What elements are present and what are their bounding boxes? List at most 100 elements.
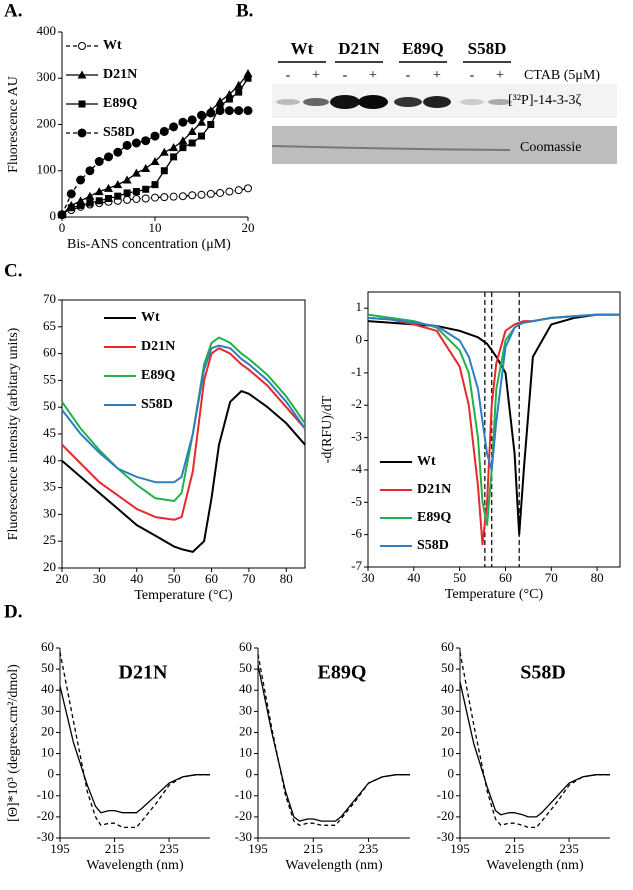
- marker: [122, 175, 132, 184]
- marker: [57, 210, 67, 220]
- marker: [224, 106, 234, 116]
- y-tick-label: 300: [37, 69, 57, 84]
- y-tick-label: 60: [41, 639, 54, 654]
- y-tick-label: 40: [239, 681, 252, 696]
- chart: -7 -6 -5 -4 -3 -2 -1 0 1 30 40 50 60 70 80 Temperature …: [320, 291, 621, 602]
- y-tick-label: 65: [43, 318, 56, 333]
- y-tick-label: -30: [437, 829, 454, 844]
- y-tick-label: -30: [235, 829, 252, 844]
- marker: [244, 74, 252, 82]
- marker: [150, 157, 160, 165]
- y-tick-label: 200: [37, 115, 57, 130]
- y-tick-label: 0: [50, 208, 57, 223]
- marker: [198, 132, 205, 140]
- y-tick-label: 70: [43, 291, 56, 306]
- marker: [77, 201, 85, 209]
- marker: [141, 194, 150, 203]
- lane-label: -: [286, 68, 291, 83]
- x-tick-label: 195: [248, 841, 268, 856]
- y-tick-label: 10: [239, 745, 252, 760]
- marker: [235, 88, 243, 96]
- x-tick-label: 20: [242, 220, 255, 235]
- x-tick-label: 50: [453, 570, 466, 585]
- legend-label: E89Q: [103, 96, 137, 111]
- x-tick-label: 235: [559, 841, 579, 856]
- lane-label: +: [433, 68, 441, 83]
- series-line: [61, 390, 306, 553]
- gel-group-label: Wt: [291, 39, 314, 58]
- band: [488, 99, 512, 105]
- legend-label: D21N: [103, 67, 137, 82]
- marker: [159, 126, 169, 136]
- y-tick-label: -20: [235, 808, 252, 823]
- y-tick-label: 45: [43, 425, 56, 440]
- marker: [216, 188, 225, 197]
- y-tick-label: 30: [41, 702, 54, 717]
- marker: [114, 192, 122, 200]
- lane-label: +: [369, 68, 377, 83]
- y-axis-label: -d(RFU)/dT: [320, 395, 335, 463]
- marker: [234, 186, 243, 195]
- marker: [77, 70, 87, 79]
- band: [358, 95, 388, 109]
- marker: [160, 167, 168, 175]
- marker: [85, 166, 95, 176]
- y-tick-label: 0: [246, 766, 253, 781]
- marker: [122, 140, 132, 150]
- chart-title: D21N: [119, 662, 168, 684]
- x-tick-label: 195: [450, 841, 470, 856]
- series-line: [59, 652, 210, 829]
- marker: [169, 192, 178, 201]
- marker: [225, 187, 234, 196]
- marker: [85, 191, 95, 200]
- y-axis-label: Fluorescence AU: [6, 76, 21, 173]
- y-tick-label: 50: [441, 660, 454, 675]
- y-tick-label: 30: [43, 505, 56, 520]
- gel-group-label: D21N: [338, 39, 380, 58]
- marker: [234, 80, 244, 89]
- marker: [170, 153, 178, 161]
- x-tick-label: 80: [591, 570, 604, 585]
- panel-label: C.: [4, 260, 22, 281]
- marker: [104, 183, 113, 192]
- marker: [131, 138, 141, 148]
- y-axis-label: [Θ]*10³ (degrees.cm²/dmol): [6, 664, 21, 822]
- y-tick-label: 1: [356, 299, 363, 314]
- series-line: [459, 652, 610, 829]
- x-axis-label: Bis-ANS concentration (μM): [67, 237, 231, 252]
- marker: [178, 117, 188, 127]
- lane-label: -: [470, 68, 475, 83]
- series-line: [459, 681, 610, 818]
- y-tick-label: 20: [239, 723, 252, 738]
- marker: [178, 192, 187, 201]
- panel-label: D.: [4, 601, 22, 622]
- marker: [131, 168, 141, 177]
- x-tick-label: 40: [130, 571, 143, 586]
- series-line: [59, 685, 210, 814]
- y-tick-label: 60: [43, 345, 56, 360]
- marker: [244, 184, 252, 193]
- legend-label: S58D: [417, 538, 449, 553]
- x-tick-label: 70: [545, 570, 558, 585]
- series-line: [257, 654, 410, 826]
- x-tick-label: 30: [93, 571, 106, 586]
- x-axis-label: Temperature (°C): [445, 587, 544, 602]
- legend-label: E89Q: [417, 510, 451, 525]
- y-tick-label: 60: [441, 639, 454, 654]
- band: [276, 99, 300, 105]
- chart: -30 -20 -10 0 10 20 30 40 50 60 195 215 235 E89Q Wavel…: [235, 639, 410, 873]
- series-line: [367, 313, 620, 536]
- y-tick-label: -7: [351, 558, 362, 573]
- panel-label: B.: [236, 0, 253, 21]
- x-axis-label: Wavelength (nm): [86, 858, 184, 873]
- y-tick-label: -2: [351, 396, 362, 411]
- x-tick-label: 195: [50, 841, 70, 856]
- y-tick-label: -10: [437, 787, 454, 802]
- gel-group-label: S58D: [468, 39, 507, 58]
- marker: [150, 131, 160, 141]
- y-tick-label: 35: [43, 479, 56, 494]
- gel-row-label: Coomassie: [520, 140, 581, 155]
- series-line: [367, 313, 620, 471]
- x-tick-label: 80: [280, 571, 293, 586]
- chart-title: S58D: [520, 662, 566, 684]
